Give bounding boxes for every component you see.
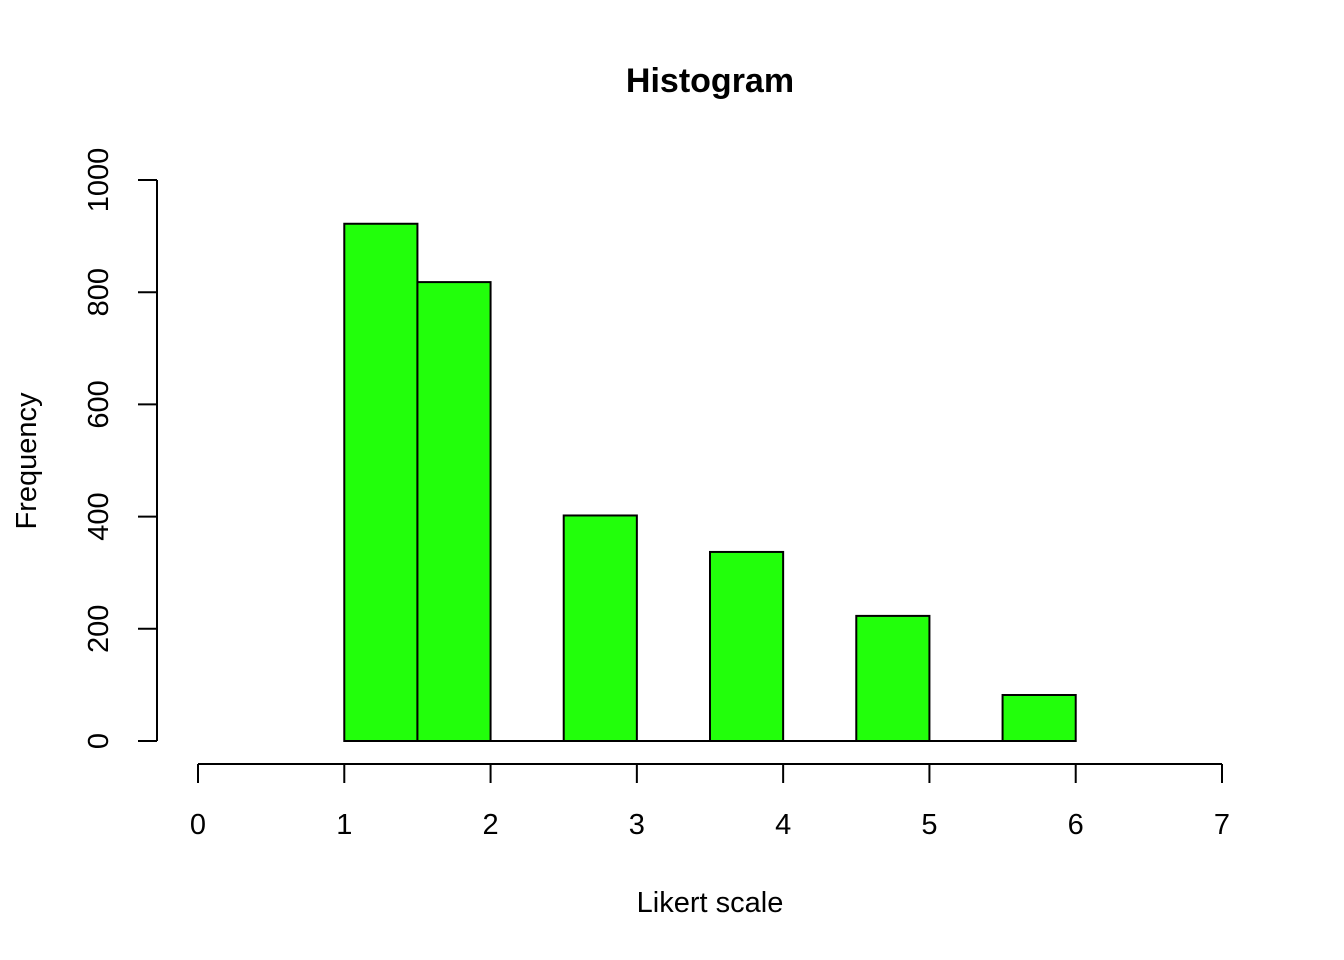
histogram-bar <box>562 514 638 743</box>
x-tick-label: 7 <box>1214 809 1230 841</box>
bars-group <box>343 222 1077 743</box>
x-axis: 0 1 2 3 4 5 6 7 <box>190 763 1230 841</box>
histogram-bar <box>1001 693 1077 742</box>
histogram-bar <box>709 550 785 742</box>
x-tick-label: 6 <box>1068 809 1084 841</box>
y-axis: 0 200 400 600 800 1000 <box>83 148 158 749</box>
x-tick-label: 2 <box>483 809 499 841</box>
y-axis-label: Frequency <box>11 392 43 530</box>
x-axis-label: Likert scale <box>637 887 784 919</box>
x-tick-label: 4 <box>775 809 791 841</box>
histogram-bar <box>855 614 931 742</box>
y-tick-label: 1000 <box>83 148 115 213</box>
x-tick-label: 3 <box>629 809 645 841</box>
histogram-bar <box>343 222 419 742</box>
x-tick-label: 5 <box>921 809 937 841</box>
x-tick-label: 1 <box>336 809 352 841</box>
chart-title: Histogram <box>626 62 794 100</box>
histogram-bar <box>416 281 492 742</box>
y-tick-label: 0 <box>83 733 115 749</box>
y-tick-label: 800 <box>83 268 115 316</box>
y-tick-label: 200 <box>83 605 115 653</box>
x-tick-label: 0 <box>190 809 206 841</box>
y-tick-label: 600 <box>83 380 115 428</box>
y-tick-label: 400 <box>83 492 115 540</box>
